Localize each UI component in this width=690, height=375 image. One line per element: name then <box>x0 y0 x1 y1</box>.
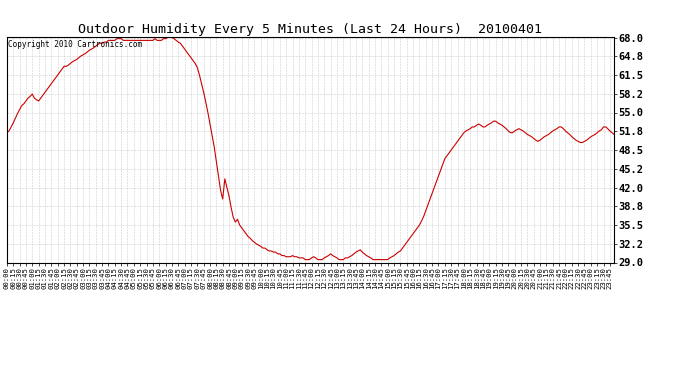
Title: Outdoor Humidity Every 5 Minutes (Last 24 Hours)  20100401: Outdoor Humidity Every 5 Minutes (Last 2… <box>79 23 542 36</box>
Text: Copyright 2010 Cartronics.com: Copyright 2010 Cartronics.com <box>8 40 142 49</box>
